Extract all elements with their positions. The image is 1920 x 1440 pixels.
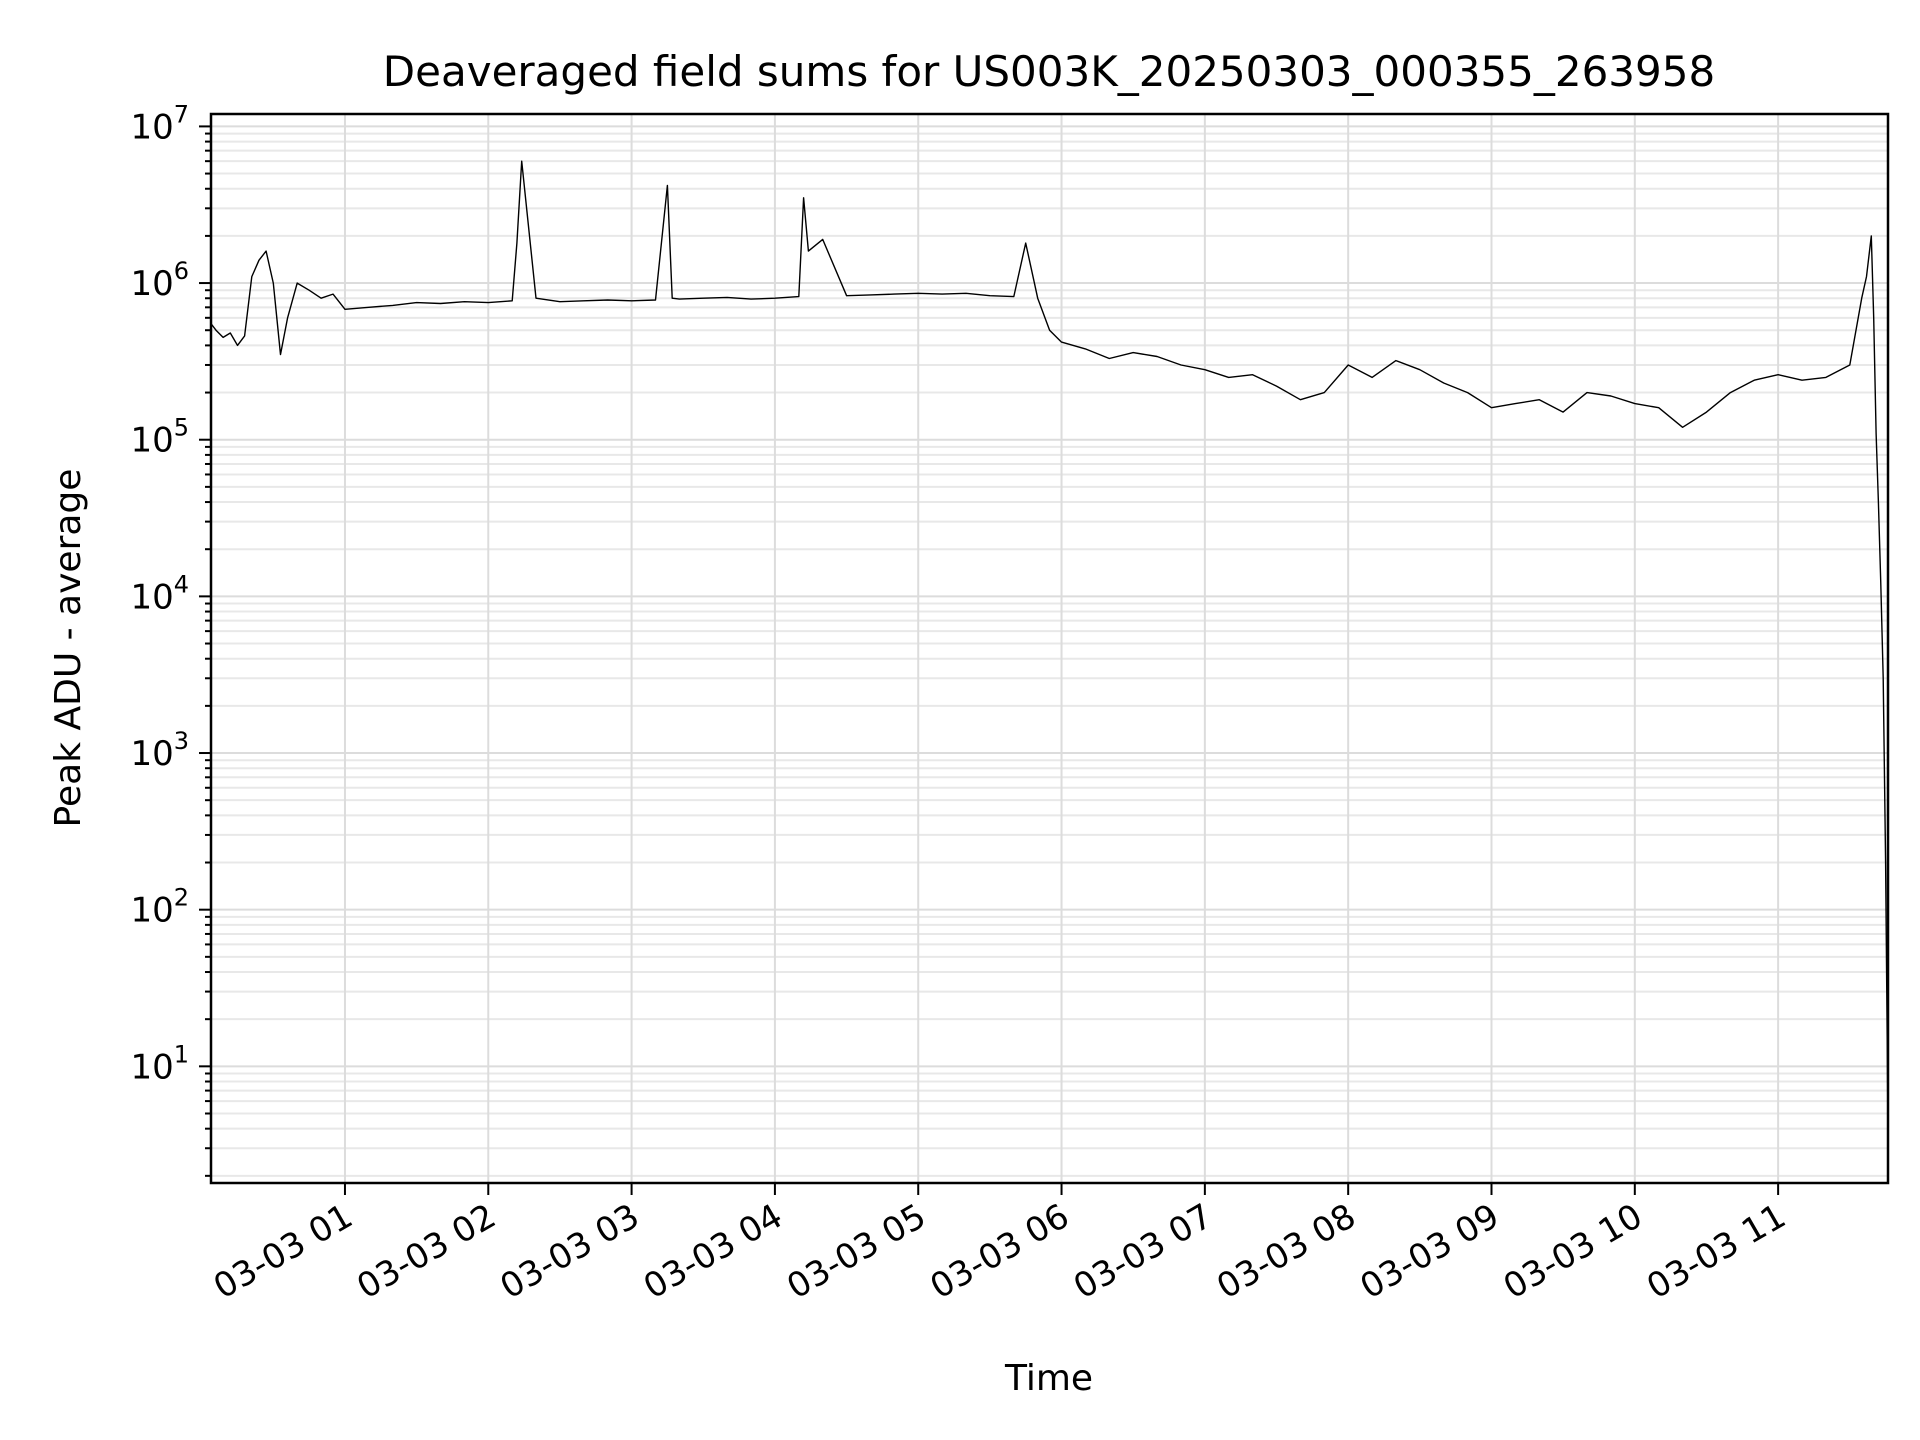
- grid: [211, 114, 1888, 1183]
- y-tick-label: 107: [130, 100, 189, 147]
- chart-title: Deaveraged field sums for US003K_2025030…: [383, 47, 1715, 96]
- y-tick-label: 104: [130, 570, 189, 617]
- plot-frame: [209, 112, 1890, 1185]
- y-axis-label: Peak ADU - average: [48, 469, 89, 828]
- y-tick-label: 102: [130, 884, 189, 931]
- y-tick-label: 105: [130, 414, 189, 461]
- y-tick-label: 106: [130, 257, 189, 304]
- y-tick-label: 103: [130, 727, 189, 774]
- series-line: [210, 160, 1889, 1129]
- y-axis: 101 102 103 104 105 106 107: [130, 100, 211, 1177]
- x-axis-label: Time: [1004, 1358, 1093, 1399]
- y-tick-label: 101: [130, 1040, 189, 1087]
